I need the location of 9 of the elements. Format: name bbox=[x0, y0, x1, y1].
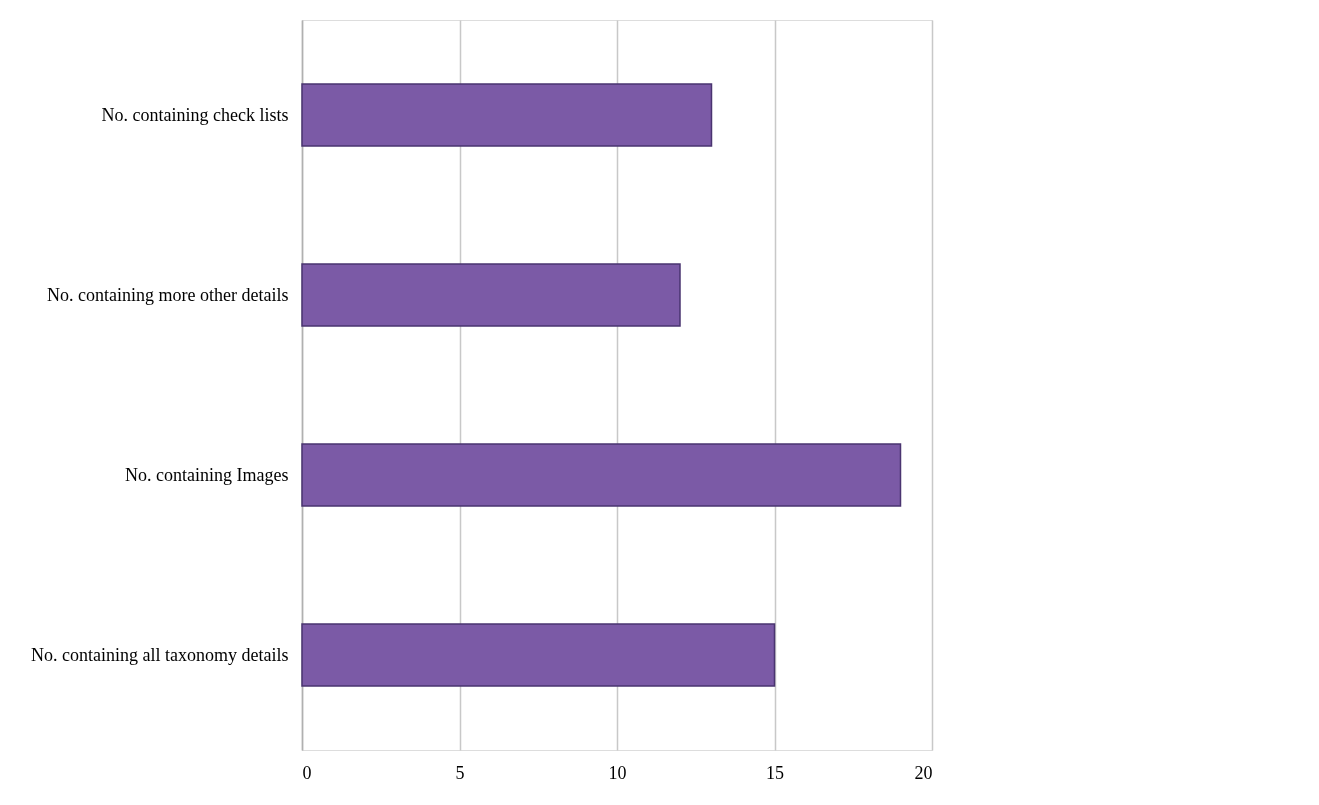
x-tick-label: 20 bbox=[914, 762, 933, 783]
x-tick-label: 0 bbox=[302, 762, 312, 783]
y-tick-label: No. containing more other details bbox=[47, 284, 289, 305]
y-tick-label: No. containing check lists bbox=[101, 104, 289, 125]
x-tick-label: 5 bbox=[455, 762, 465, 783]
x-tick-label: 15 bbox=[766, 762, 784, 783]
y-tick-label: No. containing all taxonomy details bbox=[31, 644, 289, 665]
y-tick-label: No. containing Images bbox=[125, 464, 289, 485]
x-tick-label: 10 bbox=[608, 762, 627, 783]
